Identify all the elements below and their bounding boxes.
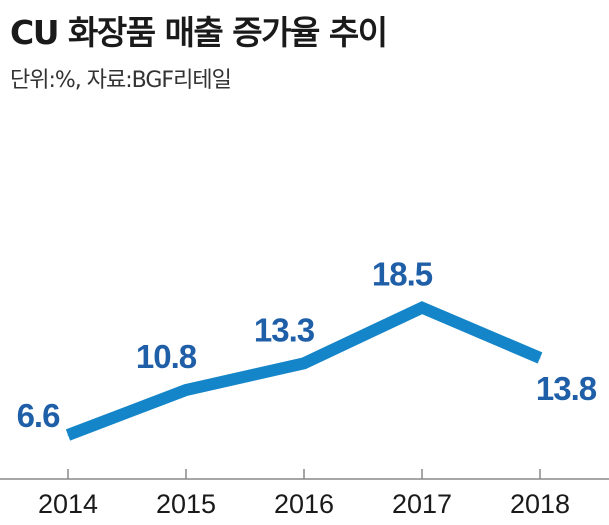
data-point <box>303 362 305 364</box>
x-tick-label: 2017 <box>392 489 452 519</box>
data-point <box>185 389 187 391</box>
data-label: 6.6 <box>17 397 61 434</box>
data-label: 10.8 <box>136 338 197 375</box>
chart-title: CU 화장품 매출 증가율 추이 <box>10 13 388 52</box>
x-tick-label: 2016 <box>274 489 334 519</box>
data-label: 18.5 <box>372 256 433 293</box>
data-point <box>67 434 69 436</box>
data-point <box>421 307 423 309</box>
data-label: 13.3 <box>254 311 315 348</box>
x-tick-label: 2018 <box>510 489 570 519</box>
data-point <box>539 357 541 359</box>
x-tick-label: 2014 <box>38 489 98 519</box>
chart-subtitle: 단위:%, 자료:BGF리테일 <box>10 68 232 93</box>
data-label: 13.8 <box>536 370 597 407</box>
x-tick-label: 2015 <box>156 489 216 519</box>
